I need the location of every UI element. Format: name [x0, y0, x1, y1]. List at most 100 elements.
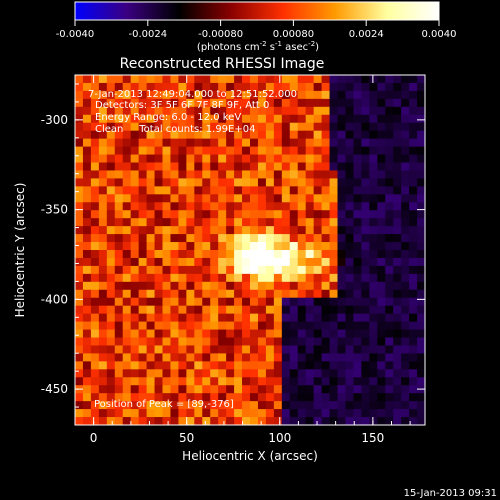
annotation-detectors: Detectors: 3F 5F 6F 7F 8F 9F, Att 0 — [95, 100, 269, 111]
heatmap-pixel — [218, 369, 227, 378]
heatmap-pixel — [305, 82, 315, 92]
heatmap-pixel — [178, 409, 187, 418]
heatmap-pixel — [401, 194, 410, 203]
heatmap-pixel — [417, 138, 425, 148]
heatmap-pixel — [90, 242, 100, 251]
heatmap-pixel — [226, 393, 235, 402]
heatmap-pixel — [273, 289, 283, 299]
heatmap-pixel — [361, 90, 370, 100]
heatmap-pixel — [393, 313, 402, 323]
heatmap-pixel — [98, 75, 108, 84]
heatmap-pixel — [250, 281, 259, 291]
heatmap-pixel — [313, 234, 323, 243]
heatmap-pixel — [98, 234, 108, 243]
heatmap-pixel — [289, 210, 299, 219]
heatmap-pixel — [194, 353, 203, 362]
heatmap-pixel — [82, 226, 92, 235]
heatmap-pixel — [273, 257, 283, 267]
heatmap-pixel — [154, 417, 164, 425]
heatmap-pixel — [409, 170, 418, 180]
x-tick-label: 100 — [268, 431, 291, 445]
heatmap-pixel — [162, 75, 172, 84]
heatmap-pixel — [337, 178, 347, 187]
heatmap-pixel — [162, 218, 172, 227]
heatmap-pixel — [138, 162, 148, 172]
heatmap-pixel — [265, 393, 275, 402]
heatmap-pixel — [345, 226, 355, 235]
heatmap-pixel — [170, 337, 180, 347]
heatmap-pixel — [154, 146, 164, 156]
heatmap-pixel — [242, 385, 251, 394]
heatmap-pixel — [90, 154, 100, 164]
heatmap-pixel — [154, 265, 164, 275]
heatmap-pixel — [138, 186, 148, 195]
heatmap-pixel — [75, 170, 84, 180]
heatmap-pixel — [345, 90, 355, 100]
heatmap-pixel — [401, 226, 410, 235]
heatmap-pixel — [250, 186, 259, 195]
heatmap-pixel — [154, 114, 164, 124]
heatmap-pixel — [90, 289, 100, 299]
heatmap-pixel — [162, 321, 172, 331]
heatmap-pixel — [377, 162, 386, 172]
heatmap-pixel — [257, 154, 267, 164]
heatmap-pixel — [417, 106, 425, 116]
heatmap-pixel — [106, 154, 116, 164]
heatmap-pixel — [385, 313, 394, 323]
y-axis-label: Heliocentric Y (arcsec) — [13, 183, 27, 318]
heatmap-pixel — [218, 345, 227, 355]
heatmap-pixel — [305, 146, 315, 156]
heatmap-pixel — [242, 321, 251, 331]
footer-date: 15-Jan-2013 09:31 — [404, 488, 497, 499]
heatmap-pixel — [242, 417, 251, 425]
heatmap-pixel — [170, 369, 180, 378]
heatmap-pixel — [202, 265, 211, 275]
heatmap-pixel — [273, 305, 283, 315]
heatmap-pixel — [305, 393, 315, 402]
heatmap-pixel — [202, 162, 211, 172]
heatmap-pixel — [313, 369, 323, 378]
heatmap-pixel — [393, 345, 402, 355]
heatmap-pixel — [353, 242, 362, 251]
heatmap-pixel — [75, 146, 84, 156]
heatmap-pixel — [321, 138, 331, 148]
heatmap-pixel — [377, 226, 386, 235]
heatmap-pixel — [234, 321, 243, 331]
heatmap-pixel — [242, 345, 251, 355]
heatmap-pixel — [154, 90, 164, 100]
heatmap-pixel — [162, 122, 172, 132]
heatmap-pixel — [162, 345, 172, 355]
heatmap-pixel — [321, 146, 331, 156]
heatmap-pixel — [321, 377, 331, 386]
heatmap-pixel — [337, 257, 347, 267]
heatmap-pixel — [90, 353, 100, 362]
heatmap-pixel — [313, 250, 323, 259]
heatmap-pixel — [361, 210, 370, 219]
heatmap-pixel — [329, 337, 339, 347]
heatmap-pixel — [90, 305, 100, 315]
heatmap-pixel — [226, 409, 235, 418]
heatmap-pixel — [401, 409, 410, 418]
heatmap-pixel — [146, 138, 156, 148]
heatmap-pixel — [122, 138, 132, 148]
heatmap-pixel — [242, 313, 251, 323]
heatmap-pixel — [257, 75, 267, 84]
heatmap-pixel — [289, 98, 299, 108]
heatmap-pixel — [170, 114, 180, 124]
heatmap-pixel — [242, 170, 251, 180]
heatmap-pixel — [305, 162, 315, 172]
heatmap-pixel — [82, 337, 92, 347]
heatmap-pixel — [361, 265, 370, 275]
heatmap-pixel — [106, 194, 116, 203]
heatmap-pixel — [122, 82, 132, 92]
heatmap-pixel — [186, 146, 195, 156]
heatmap-pixel — [417, 377, 425, 386]
heatmap-pixel — [194, 297, 203, 307]
heatmap-pixel — [178, 186, 187, 195]
heatmap-pixel — [417, 313, 425, 323]
heatmap-pixel — [90, 297, 100, 307]
heatmap-pixel — [138, 98, 148, 108]
heatmap-pixel — [82, 202, 92, 211]
heatmap-pixel — [297, 305, 307, 315]
heatmap-pixel — [377, 353, 386, 362]
